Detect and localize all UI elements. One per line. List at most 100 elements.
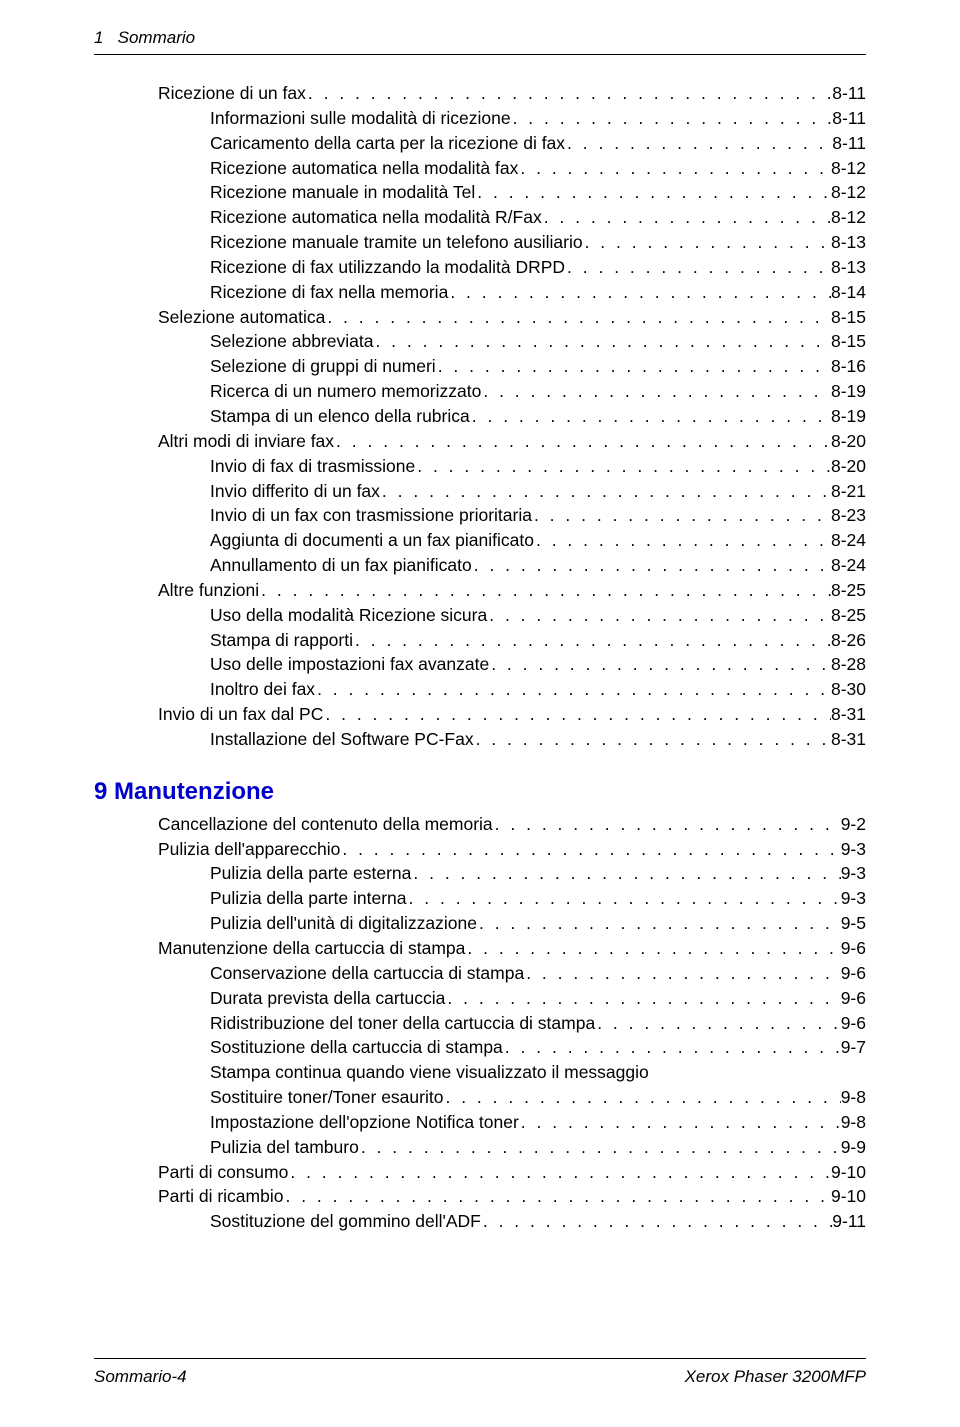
toc-leader-dots: . . . . . . . . . . . . . . . . . . . . … (532, 503, 831, 528)
toc-leader-dots: . . . . . . . . . . . . . . . . . . . . … (443, 1085, 840, 1110)
toc-entry-page: 8-30 (831, 677, 866, 702)
toc-entry-page: 8-20 (831, 454, 866, 479)
toc-entry-page: 8-21 (831, 479, 866, 504)
toc-entry[interactable]: Caricamento della carta per la ricezione… (94, 131, 866, 156)
toc-entry[interactable]: Ridistribuzione del toner della cartucci… (94, 1011, 866, 1036)
toc-entry[interactable]: Conservazione della cartuccia di stampa … (94, 961, 866, 986)
chapter-heading: 9 Manutenzione (94, 778, 866, 806)
toc-entry[interactable]: Pulizia della parte interna . . . . . . … (94, 886, 866, 911)
toc-entry[interactable]: Uso della modalità Ricezione sicura . . … (94, 603, 866, 628)
toc-entry[interactable]: Ricezione manuale in modalità Tel . . . … (94, 180, 866, 205)
toc-entry-label: Manutenzione della cartuccia di stampa (158, 936, 465, 961)
toc-leader-dots: . . . . . . . . . . . . . . . . . . . . … (445, 986, 840, 1011)
toc-entry[interactable]: Impostazione dell'opzione Notifica toner… (94, 1110, 866, 1135)
toc-entry[interactable]: Informazioni sulle modalità di ricezione… (94, 106, 866, 131)
toc-leader-dots: . . . . . . . . . . . . . . . . . . . . … (288, 1160, 831, 1185)
toc-entry[interactable]: Parti di consumo . . . . . . . . . . . .… (94, 1160, 866, 1185)
toc-entry[interactable]: Ricezione manuale tramite un telefono au… (94, 230, 866, 255)
toc-entry[interactable]: Durata prevista della cartuccia . . . . … (94, 986, 866, 1011)
toc-leader-dots: . . . . . . . . . . . . . . . . . . . . … (380, 479, 831, 504)
toc-entry-page: 8-19 (831, 379, 866, 404)
toc-entry-label: Stampa di rapporti (210, 628, 353, 653)
toc-entry-label: Annullamento di un fax pianificato (210, 553, 472, 578)
toc-entry-page: 8-24 (831, 553, 866, 578)
toc-entry-label: Caricamento della carta per la ricezione… (210, 131, 565, 156)
toc-entry-page: 8-31 (831, 727, 866, 752)
toc-entry-label: Uso delle impostazioni fax avanzate (210, 652, 489, 677)
toc-entry[interactable]: Cancellazione del contenuto della memori… (94, 812, 866, 837)
toc-entry-page: 8-23 (831, 503, 866, 528)
toc-entry[interactable]: Invio di un fax dal PC . . . . . . . . .… (94, 702, 866, 727)
toc-entry[interactable]: Inoltro dei fax . . . . . . . . . . . . … (94, 677, 866, 702)
chapter9-number: 9 (94, 778, 107, 805)
toc-leader-dots: . . . . . . . . . . . . . . . . . . . . … (465, 936, 840, 961)
toc-leader-dots: . . . . . . . . . . . . . . . . . . . . … (436, 354, 831, 379)
toc-entry[interactable]: Altre funzioni . . . . . . . . . . . . .… (94, 578, 866, 603)
toc-entry[interactable]: Selezione di gruppi di numeri . . . . . … (94, 354, 866, 379)
toc-leader-dots: . . . . . . . . . . . . . . . . . . . . … (472, 553, 831, 578)
toc-entry-page: 8-28 (831, 652, 866, 677)
toc-entry[interactable]: Pulizia dell'apparecchio . . . . . . . .… (94, 837, 866, 862)
toc-entry-label: Pulizia della parte interna (210, 886, 407, 911)
toc-entry-page: 9-8 (841, 1085, 866, 1110)
toc-leader-dots: . . . . . . . . . . . . . . . . . . . . … (415, 454, 831, 479)
toc-entry[interactable]: Pulizia della parte esterna . . . . . . … (94, 861, 866, 886)
toc-entry[interactable]: Ricezione di fax utilizzando la modalità… (94, 255, 866, 280)
toc-entry[interactable]: Stampa di un elenco della rubrica . . . … (94, 404, 866, 429)
toc-entry[interactable]: Selezione automatica . . . . . . . . . .… (94, 305, 866, 330)
toc-entry-label: Sostituzione della cartuccia di stampa (210, 1035, 503, 1060)
toc-entry[interactable]: Ricezione di fax nella memoria . . . . .… (94, 280, 866, 305)
toc-entry-label: Invio di un fax con trasmissione priorit… (210, 503, 532, 528)
toc-leader-dots: . . . . . . . . . . . . . . . . . . . . … (315, 677, 831, 702)
toc-entry[interactable]: Ricezione automatica nella modalità fax … (94, 156, 866, 181)
toc-entry-page: 9-6 (841, 961, 866, 986)
toc-entry[interactable]: Manutenzione della cartuccia di stampa .… (94, 936, 866, 961)
toc-entry-page: 9-2 (841, 812, 866, 837)
toc-leader-dots: . . . . . . . . . . . . . . . . . . . . … (489, 652, 831, 677)
toc-entry[interactable]: Ricezione automatica nella modalità R/Fa… (94, 205, 866, 230)
toc-entry[interactable]: Selezione abbreviata . . . . . . . . . .… (94, 329, 866, 354)
toc-entry[interactable]: Pulizia del tamburo . . . . . . . . . . … (94, 1135, 866, 1160)
toc-entry-label: Aggiunta di documenti a un fax pianifica… (210, 528, 534, 553)
chapter9-link[interactable]: 9 Manutenzione (94, 778, 274, 805)
toc-entry[interactable]: Ricerca di un numero memorizzato . . . .… (94, 379, 866, 404)
toc-entry[interactable]: Uso delle impostazioni fax avanzate . . … (94, 652, 866, 677)
toc-entry-label: Ricezione di fax utilizzando la modalità… (210, 255, 565, 280)
toc-entry-page: 8-12 (831, 156, 866, 181)
toc-entry-label: Durata prevista della cartuccia (210, 986, 445, 1011)
toc-entry-label: Pulizia dell'apparecchio (158, 837, 340, 862)
page-header: 1 Sommario (94, 28, 866, 55)
toc-entry-label: Ricezione di un fax (158, 81, 306, 106)
toc-entry-page: 9-3 (841, 861, 866, 886)
toc-entry-page: 8-11 (832, 131, 866, 156)
toc-entry-page: 8-15 (831, 305, 866, 330)
toc-entry[interactable]: Sostituzione della cartuccia di stampa .… (94, 1035, 866, 1060)
toc-entry-label: Selezione automatica (158, 305, 325, 330)
toc-entry[interactable]: Invio di un fax con trasmissione priorit… (94, 503, 866, 528)
toc-entry[interactable]: Parti di ricambio . . . . . . . . . . . … (94, 1184, 866, 1209)
toc-leader-dots: . . . . . . . . . . . . . . . . . . . . … (475, 180, 831, 205)
toc-leader-dots: . . . . . . . . . . . . . . . . . . . . … (595, 1011, 841, 1036)
toc-leader-dots: . . . . . . . . . . . . . . . . . . . . … (503, 1035, 841, 1060)
toc-entry-label: Ridistribuzione del toner della cartucci… (210, 1011, 595, 1036)
toc-entry[interactable]: Annullamento di un fax pianificato . . .… (94, 553, 866, 578)
toc-entry[interactable]: Ricezione di un fax . . . . . . . . . . … (94, 81, 866, 106)
toc-entry[interactable]: Invio di fax di trasmissione . . . . . .… (94, 454, 866, 479)
toc-entry[interactable]: Pulizia dell'unità di digitalizzazione .… (94, 911, 866, 936)
toc-entry-label: Pulizia dell'unità di digitalizzazione (210, 911, 477, 936)
footer-product: Xerox Phaser 3200MFP (685, 1367, 866, 1387)
toc-entry[interactable]: Aggiunta di documenti a un fax pianifica… (94, 528, 866, 553)
toc-entry-continuation[interactable]: Sostituire toner/Toner esaurito . . . . … (94, 1085, 866, 1110)
toc-entry[interactable]: Invio differito di un fax . . . . . . . … (94, 479, 866, 504)
page: 1 Sommario Ricezione di un fax . . . . .… (0, 0, 960, 1427)
toc-entry-page: 8-31 (831, 702, 866, 727)
toc-entry-label: Pulizia del tamburo (210, 1135, 359, 1160)
toc-entry[interactable]: Altri modi di inviare fax . . . . . . . … (94, 429, 866, 454)
toc-entry-page: 8-15 (831, 329, 866, 354)
toc-section-b: Cancellazione del contenuto della memori… (94, 812, 866, 1234)
toc-entry[interactable]: Stampa continua quando viene visualizzat… (94, 1060, 866, 1085)
toc-entry-page: 8-11 (832, 106, 866, 131)
toc-entry[interactable]: Installazione del Software PC-Fax . . . … (94, 727, 866, 752)
toc-entry[interactable]: Stampa di rapporti . . . . . . . . . . .… (94, 628, 866, 653)
toc-entry[interactable]: Sostituzione del gommino dell'ADF . . . … (94, 1209, 866, 1234)
